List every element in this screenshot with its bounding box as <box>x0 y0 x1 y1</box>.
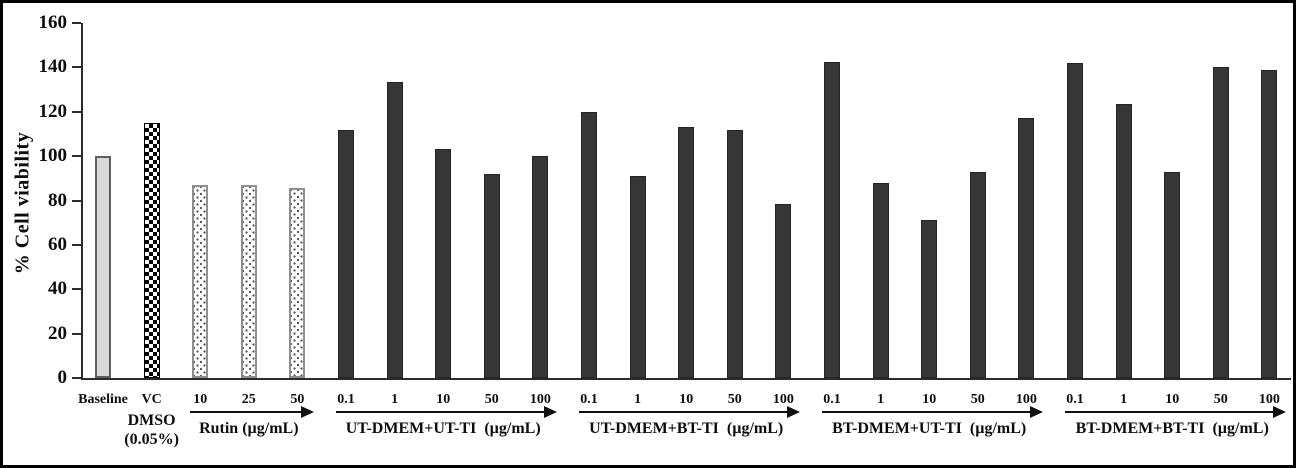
x-tick-label: 50 <box>1213 392 1228 407</box>
group-arrow-head <box>1273 406 1287 418</box>
group-label-ut-dmem-bt-ti: UT-DMEM+BT-TI (µg/mL) <box>589 420 784 437</box>
y-tick-label: 80 <box>48 189 67 211</box>
bar-bt-dmem-ut-ti-0.1 <box>824 61 840 378</box>
x-tick-label: 0.1 <box>1066 392 1084 407</box>
x-axis-line <box>81 378 1291 380</box>
y-tick-mark <box>72 155 81 158</box>
x-tick-label: 100 <box>772 392 794 407</box>
x-tick-label: 25 <box>241 392 256 407</box>
bar-ut-dmem-bt-ti-100 <box>775 203 792 378</box>
x-tick-label: VC <box>141 392 162 407</box>
group-arrow-head <box>544 406 558 418</box>
bar-baseline-baseline <box>95 156 111 378</box>
bar-ut-dmem-bt-ti-10 <box>678 127 695 378</box>
y-tick-mark <box>72 110 81 113</box>
bar-rutin-50 <box>289 188 306 378</box>
group-label-bt-dmem-bt-ti: BT-DMEM+BT-TI (µg/mL) <box>1075 420 1269 437</box>
bar-ut-dmem-ut-ti-0.1 <box>338 129 354 378</box>
bar-bt-dmem-bt-ti-100 <box>1261 69 1278 378</box>
bar-vehicle-control-vc <box>143 122 160 378</box>
y-tick-label: 20 <box>48 322 67 344</box>
bar-bt-dmem-bt-ti-50 <box>1212 67 1229 378</box>
x-tick-label: 10 <box>679 392 694 407</box>
y-tick-mark <box>72 22 81 24</box>
x-tick-label: 0.1 <box>823 392 841 407</box>
x-tick-label: 50 <box>290 392 305 407</box>
y-tick-label: 40 <box>48 278 67 300</box>
group-label-vehicle-control-line1: DMSO <box>127 412 176 429</box>
x-tick-label: 1 <box>877 392 885 407</box>
bar-bt-dmem-ut-ti-1 <box>872 182 889 378</box>
y-tick-mark <box>72 332 81 335</box>
group-arrow-line <box>190 411 302 413</box>
bar-ut-dmem-bt-ti-1 <box>629 176 646 378</box>
x-tick-label: 1 <box>1120 392 1128 407</box>
group-arrow-line <box>822 411 1031 413</box>
bar-bt-dmem-ut-ti-50 <box>969 171 986 378</box>
bar-ut-dmem-ut-ti-1 <box>386 81 403 378</box>
y-tick-label: 140 <box>38 56 68 78</box>
x-tick-label: 50 <box>484 392 499 407</box>
group-label-ut-dmem-ut-ti: UT-DMEM+UT-TI (µg/mL) <box>345 420 541 437</box>
group-arrow-head <box>787 406 801 418</box>
y-tick-mark <box>72 66 81 69</box>
x-tick-label: 1 <box>634 392 642 407</box>
x-tick-label: 100 <box>1258 392 1280 407</box>
group-label-rutin: Rutin (µg/mL) <box>199 420 299 437</box>
group-label-bt-dmem-ut-ti: BT-DMEM+UT-TI (µg/mL) <box>832 420 1027 437</box>
x-tick-label: 10 <box>436 392 451 407</box>
y-tick-label: 60 <box>48 233 67 255</box>
x-tick-label: 100 <box>529 392 551 407</box>
bar-rutin-25 <box>240 184 257 378</box>
bar-ut-dmem-bt-ti-0.1 <box>581 111 597 378</box>
y-tick-mark <box>72 199 81 202</box>
group-arrow-line <box>336 411 545 413</box>
group-label-vehicle-control-line2: (0.05%) <box>124 431 179 448</box>
x-tick-label: 50 <box>727 392 742 407</box>
group-arrow-line <box>579 411 788 413</box>
group-arrow-line <box>1065 411 1274 413</box>
bar-ut-dmem-bt-ti-50 <box>726 129 743 378</box>
y-tick-label: 0 <box>57 367 68 388</box>
x-tick-label: 10 <box>193 392 208 407</box>
bar-bt-dmem-ut-ti-10 <box>921 220 938 378</box>
x-tick-label: Baseline <box>78 392 128 407</box>
y-tick-label: 160 <box>38 12 68 33</box>
x-tick-label: 10 <box>922 392 937 407</box>
bar-ut-dmem-ut-ti-10 <box>435 149 452 378</box>
x-tick-label: 0.1 <box>580 392 598 407</box>
y-tick-mark <box>72 288 81 291</box>
x-tick-label: 100 <box>1015 392 1037 407</box>
bar-bt-dmem-ut-ti-100 <box>1018 118 1035 378</box>
x-tick-label: 1 <box>391 392 399 407</box>
bar-rutin-10 <box>192 184 209 378</box>
y-tick-label: 100 <box>38 145 68 167</box>
x-tick-label: 50 <box>970 392 985 407</box>
bar-bt-dmem-bt-ti-0.1 <box>1067 62 1083 378</box>
x-tick-label: 10 <box>1165 392 1180 407</box>
x-tick-label: 0.1 <box>337 392 355 407</box>
y-tick-mark <box>72 243 81 246</box>
y-axis-line <box>81 23 83 380</box>
bar-bt-dmem-bt-ti-10 <box>1164 171 1181 378</box>
group-arrow-head <box>1030 406 1044 418</box>
bar-bt-dmem-bt-ti-1 <box>1115 103 1132 378</box>
bar-ut-dmem-ut-ti-100 <box>532 156 549 378</box>
bar-ut-dmem-ut-ti-50 <box>483 173 500 378</box>
y-tick-mark <box>72 377 81 379</box>
y-tick-label: 120 <box>38 100 68 122</box>
group-arrow-head <box>301 406 315 418</box>
